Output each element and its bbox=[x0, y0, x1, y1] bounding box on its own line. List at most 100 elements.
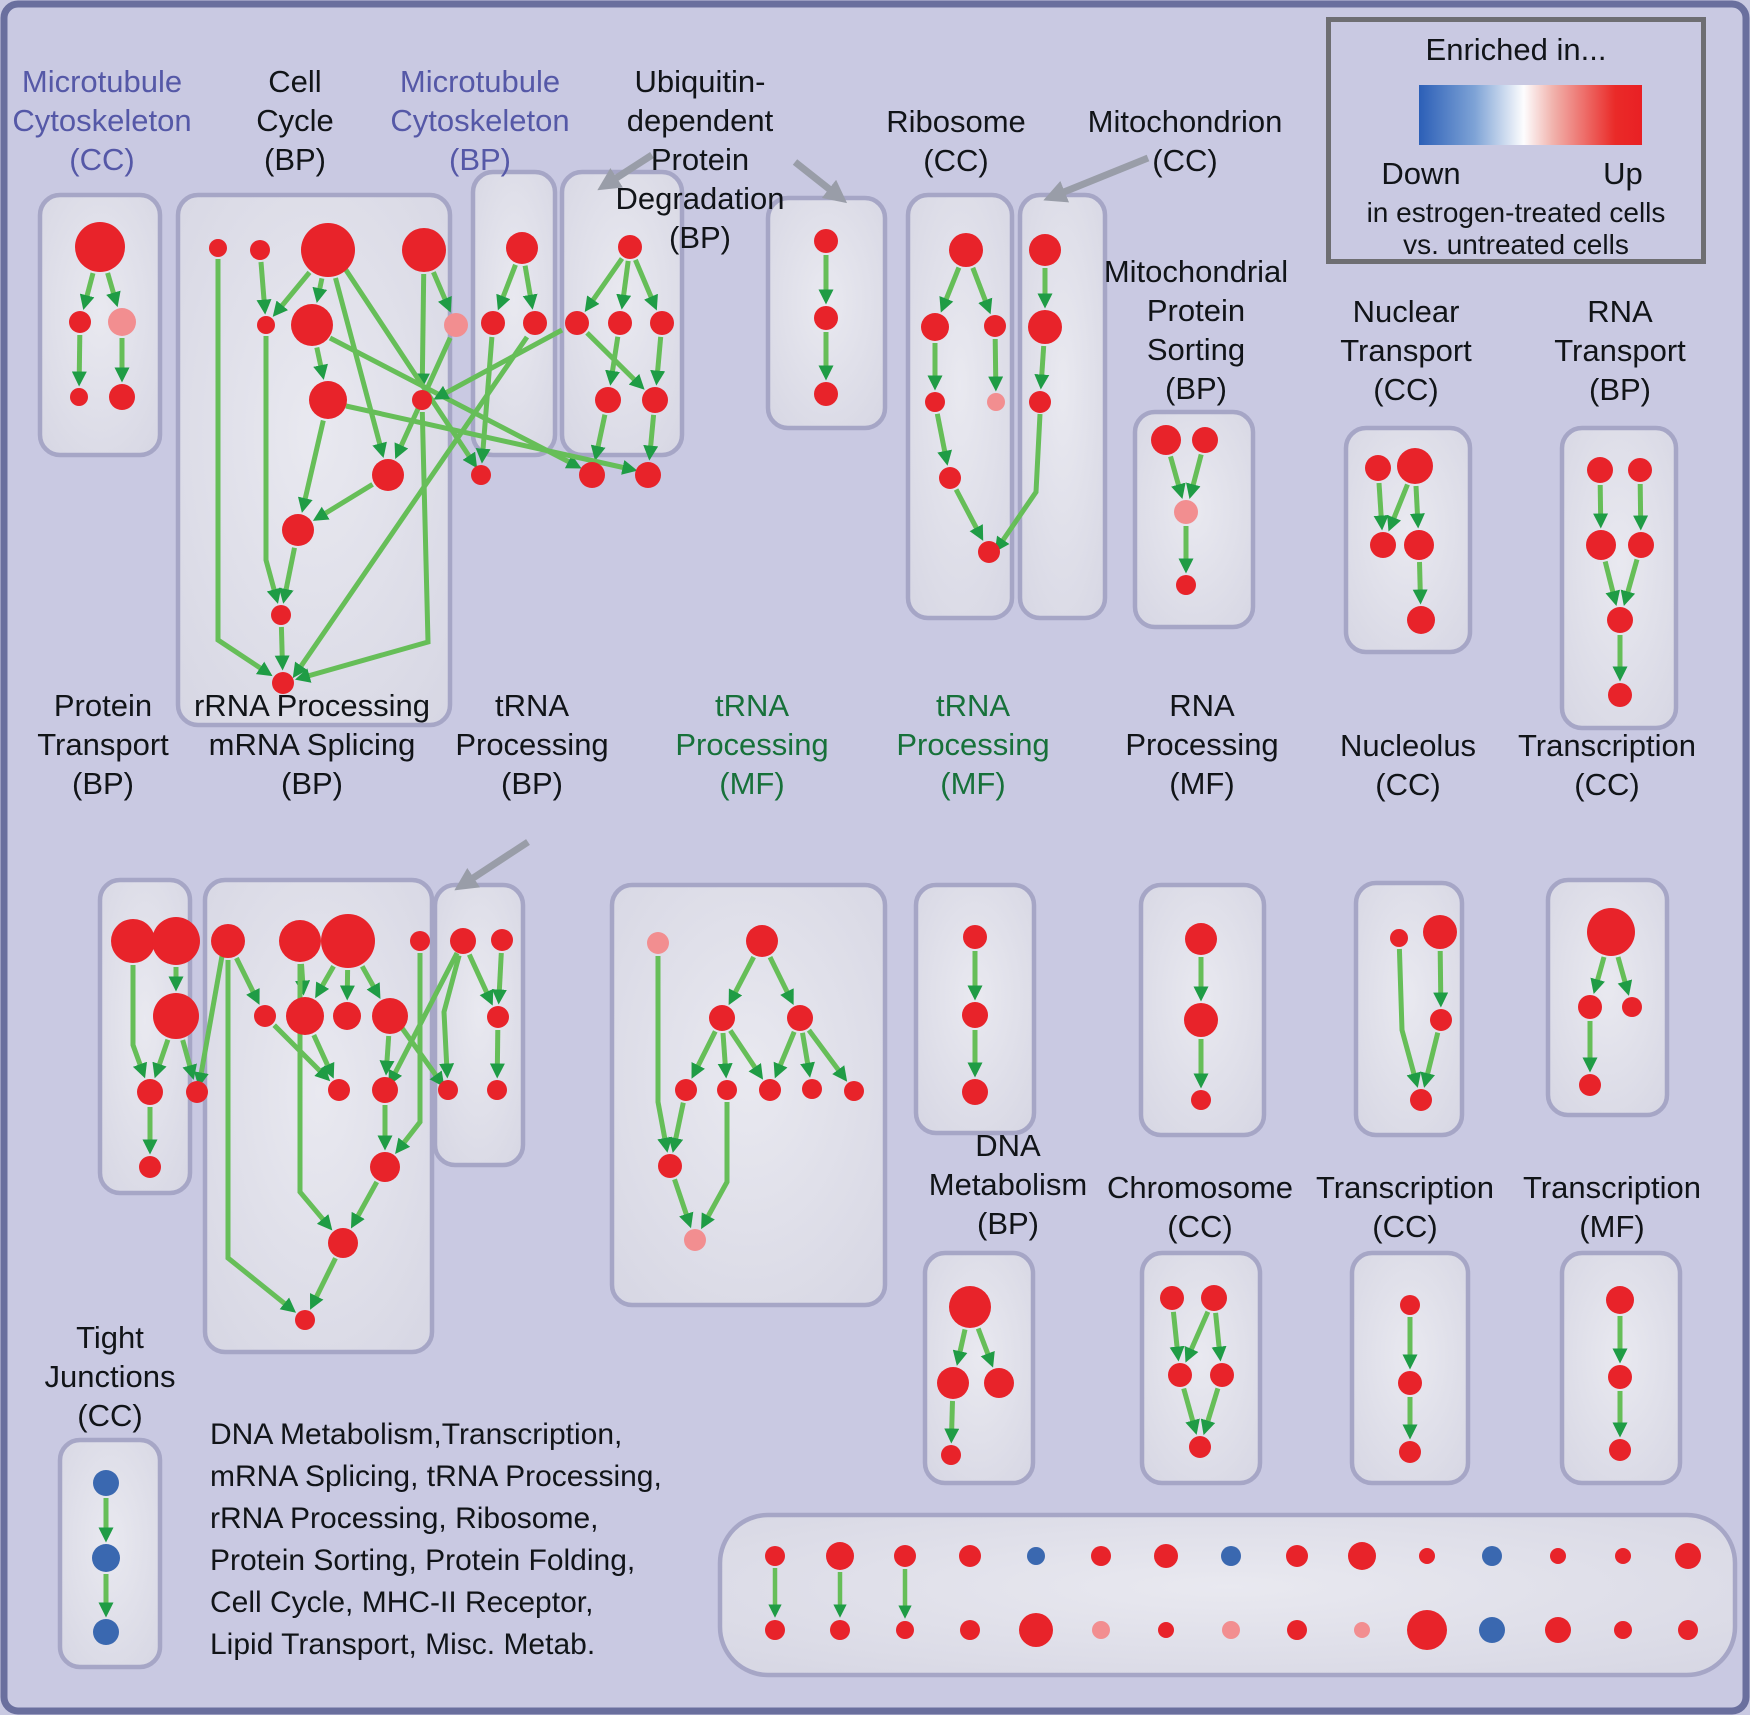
edge-arrow bbox=[1590, 956, 1607, 995]
go-term-node bbox=[894, 1545, 916, 1567]
go-term-node bbox=[984, 1368, 1014, 1398]
cross-edge-arrow bbox=[292, 335, 530, 679]
edge-arrow bbox=[297, 419, 326, 513]
go-term-node bbox=[523, 311, 547, 335]
cluster-label-line: (BP) bbox=[263, 142, 326, 177]
go-term-node bbox=[257, 316, 275, 334]
go-term-node bbox=[984, 315, 1006, 337]
cluster-label-line: (BP) bbox=[977, 1206, 1039, 1241]
cluster-label-line: Nuclear bbox=[1352, 294, 1460, 329]
cluster-label-mitochondrion: Mitochondrion (CC) bbox=[1088, 102, 1283, 180]
go-term-node bbox=[1399, 1441, 1421, 1463]
go-term-node bbox=[1579, 1074, 1601, 1096]
go-term-node bbox=[1419, 1548, 1435, 1564]
go-term-node bbox=[93, 1470, 119, 1496]
legend-caption-line-2: vs. untreated cells bbox=[1403, 229, 1629, 260]
cluster-label-line: Cycle bbox=[256, 103, 334, 138]
go-term-node bbox=[186, 1081, 208, 1103]
edge-arrow bbox=[1409, 485, 1425, 529]
edge-arrow bbox=[616, 260, 632, 310]
go-term-node bbox=[921, 313, 949, 341]
go-term-node bbox=[1191, 1090, 1211, 1110]
edge-arrow bbox=[1602, 560, 1621, 606]
cluster-label-line: Transcription bbox=[1522, 1170, 1702, 1205]
edge-arrow bbox=[701, 1102, 730, 1230]
go-term-node bbox=[372, 1077, 398, 1103]
cluster-label-rna-transport: RNA Transport (BP) bbox=[1554, 292, 1686, 409]
go-term-node bbox=[93, 1619, 119, 1645]
cluster-label-transcription-cc-2: Transcription (CC) bbox=[1316, 1168, 1494, 1246]
go-term-node bbox=[896, 1621, 914, 1639]
go-term-node bbox=[1160, 1286, 1184, 1310]
edge-arrow bbox=[717, 1032, 733, 1079]
go-term-node bbox=[1578, 995, 1602, 1019]
cluster-label-line: Mitochondrial bbox=[1103, 254, 1289, 289]
go-term-node bbox=[647, 932, 669, 954]
go-term-node bbox=[844, 1081, 864, 1101]
edge-arrow bbox=[806, 1028, 848, 1082]
go-term-node bbox=[684, 1229, 706, 1251]
cluster-label-line: (CC) bbox=[923, 143, 989, 178]
cross-edge-arrow bbox=[339, 262, 478, 469]
go-term-node bbox=[1176, 575, 1196, 595]
go-term-node bbox=[1609, 1439, 1631, 1461]
cluster-label-line: Cytoskeleton bbox=[390, 103, 570, 138]
cluster-label-line: Mitochondrion bbox=[1087, 104, 1283, 139]
edge-arrow bbox=[1620, 558, 1640, 607]
edge-arrow bbox=[1593, 484, 1609, 529]
go-term-node bbox=[1587, 457, 1613, 483]
go-term-node bbox=[937, 1367, 969, 1399]
edge-arrow bbox=[672, 1178, 694, 1229]
go-term-node bbox=[1614, 1621, 1632, 1639]
cross-edge-arrow bbox=[345, 403, 638, 475]
edge-arrow bbox=[1169, 1311, 1185, 1362]
label-pointer-arrow bbox=[454, 839, 530, 891]
cluster-label-line: Protein bbox=[53, 688, 153, 723]
cluster-label-transcription-cc-1: Transcription (CC) bbox=[1518, 726, 1696, 804]
edge-arrow bbox=[395, 953, 423, 1155]
edge-arrow bbox=[225, 960, 297, 1313]
edge-arrow bbox=[312, 277, 328, 304]
go-term-node bbox=[410, 931, 430, 951]
edge-arrow bbox=[585, 331, 645, 390]
cluster-label-line: (CC) bbox=[1372, 1209, 1438, 1244]
edge-arrow bbox=[728, 1029, 764, 1080]
go-term-node bbox=[802, 1079, 822, 1099]
cluster-label-protein-transport: Protein Transport (BP) bbox=[37, 686, 169, 803]
go-term-node bbox=[1390, 929, 1408, 947]
go-term-node bbox=[295, 1310, 315, 1330]
edge-arrow bbox=[1633, 483, 1649, 531]
go-term-node bbox=[471, 465, 491, 485]
summary-line: DNA Metabolism,Transcription, bbox=[210, 1418, 623, 1451]
go-term-node bbox=[1675, 1543, 1701, 1569]
go-term-node bbox=[949, 1286, 991, 1328]
go-term-node bbox=[279, 920, 321, 962]
label-pointer-arrow bbox=[597, 152, 654, 191]
cluster-label-line: (MF) bbox=[1579, 1209, 1645, 1244]
cluster-label-line: tRNA bbox=[494, 688, 570, 723]
summary-line: Protein Sorting, Protein Folding, bbox=[210, 1544, 636, 1577]
edge-arrow bbox=[1168, 455, 1186, 500]
cluster-label-line: DNA bbox=[975, 1128, 1041, 1163]
go-term-node bbox=[1608, 1365, 1632, 1389]
cluster-label-line: Microtubule bbox=[399, 64, 561, 99]
cluster-label-line: Ubiquitin- bbox=[634, 64, 766, 99]
go-term-node bbox=[372, 459, 404, 491]
summary-text-block: DNA Metabolism,Transcription, mRNA Splic… bbox=[210, 1414, 662, 1666]
cluster-label-line: (BP) bbox=[449, 142, 511, 177]
edge-arrow bbox=[1412, 561, 1428, 605]
edge-arrow bbox=[489, 1029, 505, 1079]
go-term-node bbox=[109, 384, 135, 410]
go-term-node bbox=[491, 929, 513, 951]
go-term-node bbox=[153, 993, 199, 1039]
go-term-node bbox=[1550, 1548, 1566, 1564]
edge-arrow bbox=[1034, 345, 1050, 390]
go-term-node bbox=[1189, 1436, 1211, 1458]
go-term-node bbox=[1398, 1371, 1422, 1395]
go-term-node bbox=[830, 1620, 850, 1640]
go-term-node bbox=[709, 1005, 735, 1031]
go-term-node bbox=[487, 1006, 509, 1028]
go-term-node bbox=[978, 541, 1000, 563]
edge-arrow bbox=[496, 263, 518, 311]
